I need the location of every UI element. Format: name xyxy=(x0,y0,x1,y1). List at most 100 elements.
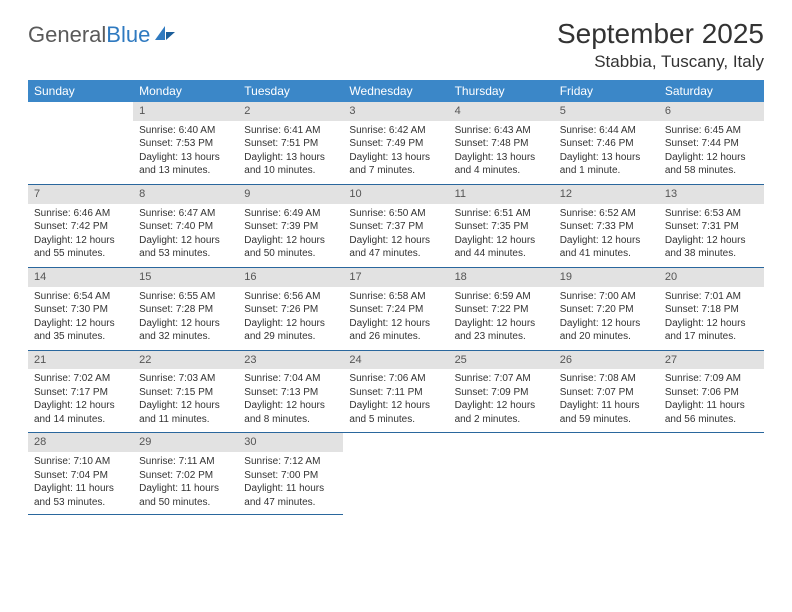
day-cell: 4Sunrise: 6:43 AMSunset: 7:48 PMDaylight… xyxy=(449,102,554,184)
daylight-text: and 47 minutes. xyxy=(244,496,337,510)
sunrise-text: Sunrise: 6:47 AM xyxy=(139,207,232,221)
day-header: Wednesday xyxy=(343,80,448,102)
daylight-text: Daylight: 12 hours xyxy=(665,234,758,248)
week-row: 28Sunrise: 7:10 AMSunset: 7:04 PMDayligh… xyxy=(28,433,764,515)
day-cell: 7Sunrise: 6:46 AMSunset: 7:42 PMDaylight… xyxy=(28,185,133,267)
day-number: 26 xyxy=(554,351,659,370)
sunset-text: Sunset: 7:31 PM xyxy=(665,220,758,234)
daylight-text: and 44 minutes. xyxy=(455,247,548,261)
day-cell: 1Sunrise: 6:40 AMSunset: 7:53 PMDaylight… xyxy=(133,102,238,184)
logo-text-blue: Blue xyxy=(106,22,150,48)
daylight-text: Daylight: 12 hours xyxy=(455,317,548,331)
day-cell: 22Sunrise: 7:03 AMSunset: 7:15 PMDayligh… xyxy=(133,351,238,433)
logo-text-gray: General xyxy=(28,22,106,48)
sunset-text: Sunset: 7:13 PM xyxy=(244,386,337,400)
day-number: 18 xyxy=(449,268,554,287)
day-content: Sunrise: 6:43 AMSunset: 7:48 PMDaylight:… xyxy=(449,121,554,184)
sunset-text: Sunset: 7:04 PM xyxy=(34,469,127,483)
day-cell: 27Sunrise: 7:09 AMSunset: 7:06 PMDayligh… xyxy=(659,351,764,433)
daylight-text: Daylight: 12 hours xyxy=(34,399,127,413)
day-content: Sunrise: 7:07 AMSunset: 7:09 PMDaylight:… xyxy=(449,369,554,432)
sunrise-text: Sunrise: 6:43 AM xyxy=(455,124,548,138)
daylight-text: Daylight: 13 hours xyxy=(560,151,653,165)
day-cell: 28Sunrise: 7:10 AMSunset: 7:04 PMDayligh… xyxy=(28,433,133,515)
day-number: 20 xyxy=(659,268,764,287)
sunset-text: Sunset: 7:06 PM xyxy=(665,386,758,400)
calendar: SundayMondayTuesdayWednesdayThursdayFrid… xyxy=(28,80,764,515)
daylight-text: and 58 minutes. xyxy=(665,164,758,178)
day-header: Friday xyxy=(554,80,659,102)
day-content: Sunrise: 6:58 AMSunset: 7:24 PMDaylight:… xyxy=(343,287,448,350)
sunrise-text: Sunrise: 7:10 AM xyxy=(34,455,127,469)
sunrise-text: Sunrise: 6:59 AM xyxy=(455,290,548,304)
day-cell: 26Sunrise: 7:08 AMSunset: 7:07 PMDayligh… xyxy=(554,351,659,433)
daylight-text: and 4 minutes. xyxy=(455,164,548,178)
sunset-text: Sunset: 7:49 PM xyxy=(349,137,442,151)
daylight-text: and 56 minutes. xyxy=(665,413,758,427)
day-number: 10 xyxy=(343,185,448,204)
daylight-text: Daylight: 12 hours xyxy=(665,317,758,331)
sunrise-text: Sunrise: 6:58 AM xyxy=(349,290,442,304)
daylight-text: Daylight: 13 hours xyxy=(139,151,232,165)
day-content: Sunrise: 6:52 AMSunset: 7:33 PMDaylight:… xyxy=(554,204,659,267)
day-number: 8 xyxy=(133,185,238,204)
daylight-text: and 11 minutes. xyxy=(139,413,232,427)
day-content xyxy=(28,106,133,115)
day-number: 27 xyxy=(659,351,764,370)
daylight-text: Daylight: 12 hours xyxy=(349,399,442,413)
daylight-text: and 8 minutes. xyxy=(244,413,337,427)
day-number: 16 xyxy=(238,268,343,287)
sunrise-text: Sunrise: 6:51 AM xyxy=(455,207,548,221)
day-number: 7 xyxy=(28,185,133,204)
sunrise-text: Sunrise: 7:09 AM xyxy=(665,372,758,386)
day-cell xyxy=(554,433,659,515)
daylight-text: Daylight: 12 hours xyxy=(34,234,127,248)
day-number: 1 xyxy=(133,102,238,121)
daylight-text: Daylight: 12 hours xyxy=(349,234,442,248)
sunset-text: Sunset: 7:33 PM xyxy=(560,220,653,234)
day-content: Sunrise: 6:46 AMSunset: 7:42 PMDaylight:… xyxy=(28,204,133,267)
daylight-text: Daylight: 11 hours xyxy=(139,482,232,496)
day-cell: 10Sunrise: 6:50 AMSunset: 7:37 PMDayligh… xyxy=(343,185,448,267)
week-row: 1Sunrise: 6:40 AMSunset: 7:53 PMDaylight… xyxy=(28,102,764,185)
daylight-text: Daylight: 12 hours xyxy=(349,317,442,331)
day-cell: 23Sunrise: 7:04 AMSunset: 7:13 PMDayligh… xyxy=(238,351,343,433)
day-header: Monday xyxy=(133,80,238,102)
day-number: 12 xyxy=(554,185,659,204)
day-header: Sunday xyxy=(28,80,133,102)
sunrise-text: Sunrise: 6:40 AM xyxy=(139,124,232,138)
day-cell: 20Sunrise: 7:01 AMSunset: 7:18 PMDayligh… xyxy=(659,268,764,350)
daylight-text: and 35 minutes. xyxy=(34,330,127,344)
day-content: Sunrise: 6:44 AMSunset: 7:46 PMDaylight:… xyxy=(554,121,659,184)
daylight-text: Daylight: 12 hours xyxy=(139,317,232,331)
week-row: 14Sunrise: 6:54 AMSunset: 7:30 PMDayligh… xyxy=(28,268,764,351)
daylight-text: Daylight: 13 hours xyxy=(349,151,442,165)
day-content: Sunrise: 7:04 AMSunset: 7:13 PMDaylight:… xyxy=(238,369,343,432)
day-content: Sunrise: 6:49 AMSunset: 7:39 PMDaylight:… xyxy=(238,204,343,267)
sunrise-text: Sunrise: 6:55 AM xyxy=(139,290,232,304)
daylight-text: and 59 minutes. xyxy=(560,413,653,427)
day-number: 2 xyxy=(238,102,343,121)
daylight-text: Daylight: 11 hours xyxy=(560,399,653,413)
daylight-text: and 55 minutes. xyxy=(34,247,127,261)
day-content: Sunrise: 6:50 AMSunset: 7:37 PMDaylight:… xyxy=(343,204,448,267)
day-cell: 17Sunrise: 6:58 AMSunset: 7:24 PMDayligh… xyxy=(343,268,448,350)
day-cell: 29Sunrise: 7:11 AMSunset: 7:02 PMDayligh… xyxy=(133,433,238,515)
sunrise-text: Sunrise: 6:56 AM xyxy=(244,290,337,304)
day-content: Sunrise: 6:54 AMSunset: 7:30 PMDaylight:… xyxy=(28,287,133,350)
sunrise-text: Sunrise: 6:42 AM xyxy=(349,124,442,138)
day-content: Sunrise: 7:00 AMSunset: 7:20 PMDaylight:… xyxy=(554,287,659,350)
daylight-text: and 17 minutes. xyxy=(665,330,758,344)
day-number: 11 xyxy=(449,185,554,204)
logo: GeneralBlue xyxy=(28,18,177,48)
day-number: 3 xyxy=(343,102,448,121)
daylight-text: and 1 minute. xyxy=(560,164,653,178)
day-cell xyxy=(449,433,554,515)
daylight-text: Daylight: 12 hours xyxy=(244,317,337,331)
weeks-container: 1Sunrise: 6:40 AMSunset: 7:53 PMDaylight… xyxy=(28,102,764,515)
day-cell: 6Sunrise: 6:45 AMSunset: 7:44 PMDaylight… xyxy=(659,102,764,184)
day-number: 25 xyxy=(449,351,554,370)
day-number: 9 xyxy=(238,185,343,204)
daylight-text: Daylight: 12 hours xyxy=(34,317,127,331)
sunrise-text: Sunrise: 7:03 AM xyxy=(139,372,232,386)
